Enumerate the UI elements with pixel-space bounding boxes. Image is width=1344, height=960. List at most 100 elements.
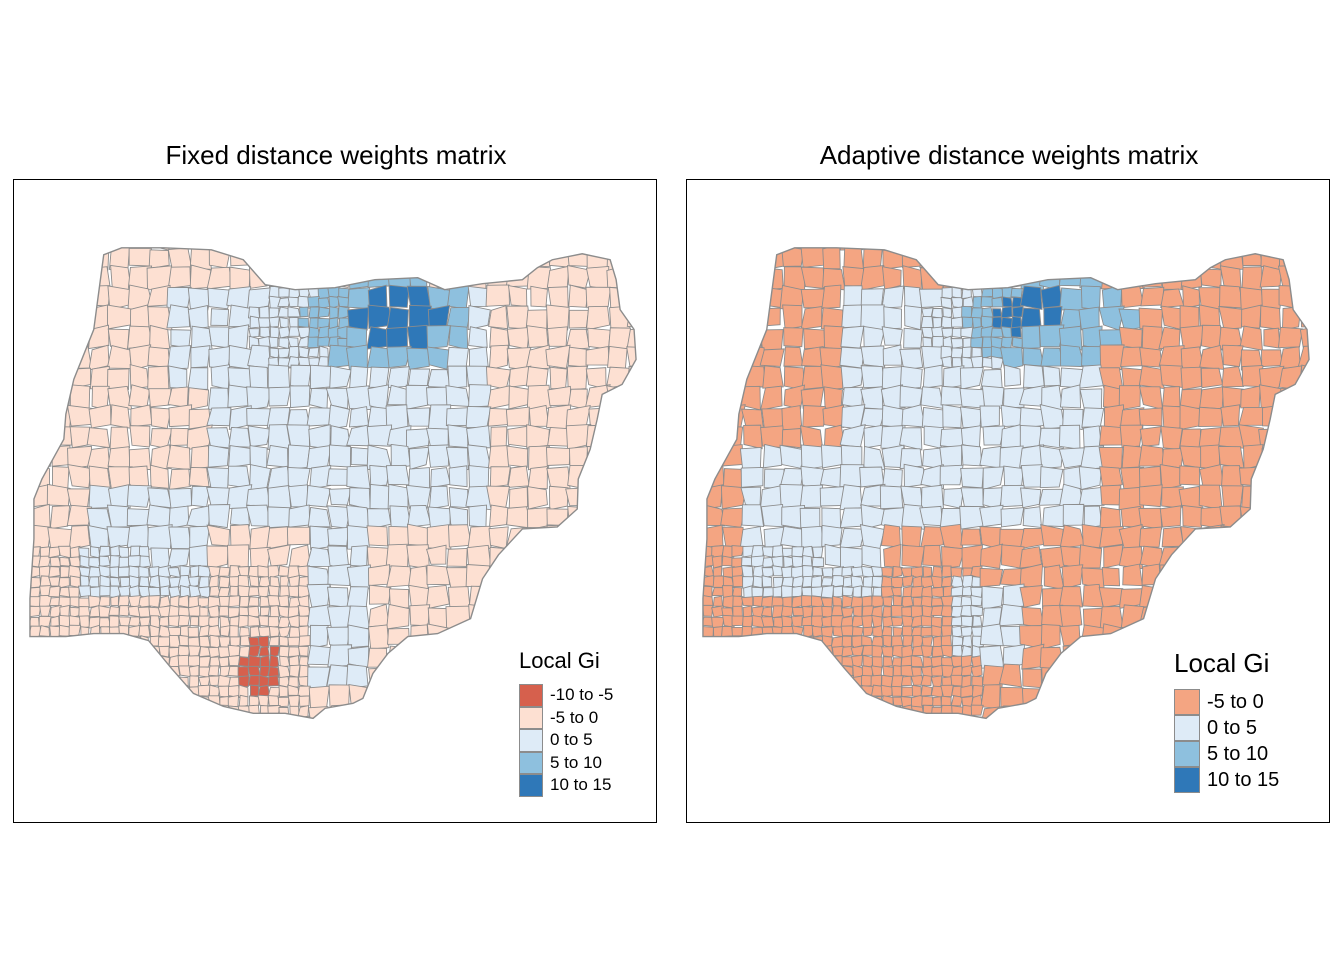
lga-region <box>722 728 734 736</box>
lga-region <box>366 703 390 719</box>
lga-region <box>29 388 33 408</box>
lga-region <box>822 726 833 737</box>
lga-region <box>528 525 550 549</box>
lga-region <box>1059 524 1086 549</box>
lga-region <box>1159 603 1184 630</box>
lga-region <box>1200 367 1224 389</box>
lga-region <box>1241 247 1264 267</box>
lga-region <box>220 735 230 747</box>
lga-region <box>979 405 1000 428</box>
lga-region <box>368 584 392 605</box>
lga-region <box>329 365 352 389</box>
lga-region <box>588 583 610 610</box>
lga-region <box>801 644 815 658</box>
lga-region <box>899 348 924 371</box>
lga-region <box>821 685 834 697</box>
lga-region <box>940 625 953 638</box>
lga-region <box>129 425 151 448</box>
lga-region <box>147 346 171 369</box>
lga-region <box>1118 648 1144 667</box>
lga-region <box>1298 405 1310 429</box>
lga-region <box>762 726 772 737</box>
lga-region <box>1258 544 1284 569</box>
lga-region <box>840 625 855 637</box>
lga-region <box>1059 384 1082 409</box>
lga-region <box>1079 247 1106 269</box>
lga-region <box>1319 706 1329 724</box>
lga-region <box>649 345 656 369</box>
lga-region <box>268 336 279 348</box>
lga-region <box>267 675 280 687</box>
lga-region <box>327 404 351 430</box>
lga-region <box>14 735 21 746</box>
lga-region <box>14 568 21 577</box>
lga-region <box>387 703 411 719</box>
lga-region <box>1081 523 1104 549</box>
lga-region <box>68 715 81 719</box>
lga-region <box>741 674 755 687</box>
legend-label: 0 to 5 <box>1207 716 1258 739</box>
lga-region <box>1000 507 1025 528</box>
lga-region <box>890 714 905 719</box>
lga-region <box>721 696 734 709</box>
lga-region <box>586 469 610 488</box>
lga-region <box>98 545 111 558</box>
lga-region <box>138 576 150 588</box>
lga-region <box>861 726 873 736</box>
lga-region <box>187 645 202 658</box>
lga-region <box>961 635 973 648</box>
lga-region <box>468 504 487 528</box>
lga-region <box>48 596 61 607</box>
lga-region <box>702 695 705 707</box>
lga-region <box>1321 385 1329 407</box>
lga-region <box>1021 325 1041 350</box>
lga-region <box>811 696 825 707</box>
lga-region <box>228 714 242 719</box>
lga-region <box>890 576 905 589</box>
lga-region <box>1240 544 1264 566</box>
lga-region <box>308 326 320 339</box>
lga-region <box>14 587 20 598</box>
lga-region <box>30 288 52 308</box>
lga-region <box>951 705 964 718</box>
lga-region <box>702 464 707 489</box>
lga-region <box>138 715 151 719</box>
lga-region <box>547 426 569 447</box>
lga-region <box>530 285 548 308</box>
lga-region <box>317 306 331 318</box>
lga-region <box>49 736 60 746</box>
lga-region <box>167 695 181 707</box>
lga-region <box>646 647 656 669</box>
lga-region <box>107 667 121 679</box>
lga-region <box>139 555 152 569</box>
lga-region <box>626 484 637 507</box>
lga-region <box>68 247 91 271</box>
lga-region <box>227 384 251 408</box>
lga-region <box>842 266 864 287</box>
lga-region <box>229 266 251 291</box>
lga-region <box>99 736 110 747</box>
lga-region <box>248 365 269 391</box>
lga-region <box>782 635 794 647</box>
lga-region <box>167 345 192 370</box>
lga-region <box>1259 584 1283 610</box>
lga-region <box>1300 306 1310 328</box>
lga-region <box>198 576 210 589</box>
lga-region <box>605 247 631 249</box>
lga-region <box>1061 564 1084 590</box>
lga-region <box>179 584 191 597</box>
lga-region <box>900 716 913 719</box>
lga-region <box>167 266 192 289</box>
lga-region <box>1078 486 1105 507</box>
lga-region <box>971 725 983 736</box>
lga-region <box>791 546 804 558</box>
lga-region <box>970 604 984 617</box>
lga-region <box>1139 526 1163 548</box>
lga-region <box>781 644 794 657</box>
lga-region <box>752 664 765 677</box>
lga-region <box>702 625 704 637</box>
lga-region <box>48 247 70 271</box>
lga-region <box>198 706 212 717</box>
lga-region <box>1178 247 1203 250</box>
